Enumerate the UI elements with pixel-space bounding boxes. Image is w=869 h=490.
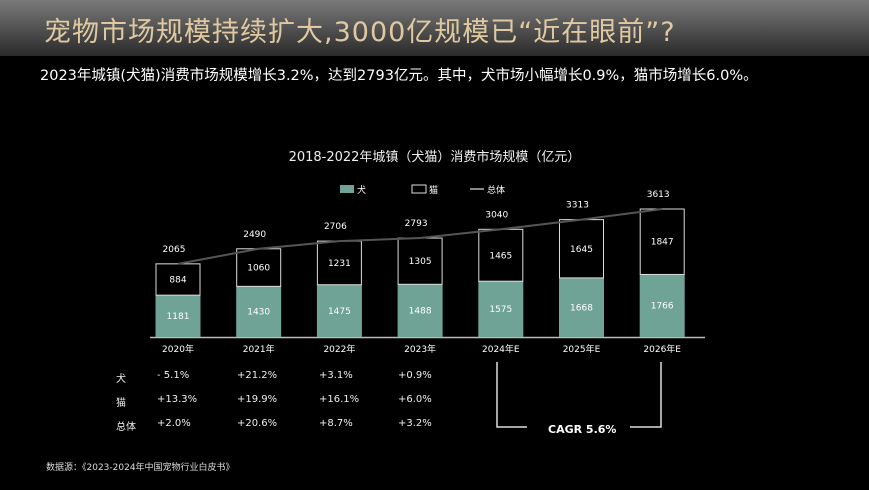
- data-label-total: 3313: [566, 201, 589, 211]
- x-tick-label: 2020年: [162, 343, 194, 355]
- line-total: [177, 208, 663, 265]
- cagr-label: CAGR 5.6%: [548, 423, 617, 436]
- table-cell: +3.1%: [319, 370, 353, 381]
- bar-dog: [478, 281, 524, 337]
- bar-cat: [316, 240, 362, 286]
- data-label-dog: 1430: [247, 308, 270, 318]
- data-label-dog: 1181: [167, 312, 190, 322]
- table-cell: +13.3%: [157, 394, 198, 405]
- x-tick-label: 2022年: [323, 343, 355, 355]
- data-source: 数据源：《2023-2024年中国宠物行业白皮书》: [46, 463, 235, 473]
- data-label-total: 2490: [243, 230, 266, 240]
- title-bar: 宠物市场规模持续扩大,3000亿规模已“近在眼前”?: [0, 0, 869, 56]
- legend-swatch-cat: [411, 184, 427, 194]
- data-label-dog: 1488: [409, 307, 432, 317]
- bar-dog: [236, 286, 282, 337]
- bar-cat: [155, 263, 201, 296]
- table-row-label: 总体: [116, 422, 136, 433]
- data-label-cat: 1305: [409, 257, 432, 267]
- data-label-cat: 1847: [651, 238, 674, 248]
- data-label-cat: 1060: [247, 264, 270, 274]
- x-tick-label: 2024年E: [482, 343, 520, 355]
- bar-cat: [478, 228, 524, 282]
- legend-label-total: 总体: [487, 184, 505, 196]
- table-cell: +3.2%: [398, 418, 432, 429]
- data-label-dog: 1766: [651, 302, 674, 312]
- table-cell: +16.1%: [319, 394, 360, 405]
- summary-text: 2023年城镇(犬猫)消费市场规模增长3.2%，达到2793亿元。其中，犬市场小…: [40, 68, 758, 84]
- table-row-label: 犬: [116, 374, 126, 385]
- data-label-dog: 1575: [489, 305, 512, 315]
- x-tick-label: 2021年: [243, 343, 275, 355]
- table-cell: +19.9%: [237, 394, 278, 405]
- data-label-total: 2793: [405, 219, 428, 229]
- x-tick-label: 2025年E: [563, 343, 601, 355]
- table-row-label: 猫: [116, 398, 126, 409]
- data-label-dog: 1475: [328, 307, 351, 317]
- bar-dog: [559, 277, 604, 337]
- bar-cat: [559, 219, 604, 279]
- data-label-total: 3040: [485, 210, 508, 220]
- chart-title: 2018-2022年城镇（犬猫）消费市场规模（亿元）: [288, 150, 581, 165]
- table-cell: +20.6%: [237, 418, 278, 429]
- legend-label-cat: 猫: [429, 184, 438, 196]
- data-label-cat: 884: [169, 276, 186, 286]
- data-label-total: 2065: [163, 245, 186, 255]
- bar-cat: [639, 208, 685, 275]
- data-label-total: 3613: [647, 190, 670, 200]
- cagr-bracket: [496, 362, 662, 428]
- data-label-cat: 1645: [570, 245, 593, 255]
- data-label-dog: 1668: [570, 303, 593, 313]
- x-tick-label: 2023年: [404, 343, 436, 355]
- x-tick-label: 2026年E: [643, 343, 681, 355]
- data-label-cat: 1231: [328, 259, 351, 269]
- table-cell: +0.9%: [398, 370, 432, 381]
- bar-dog: [397, 284, 443, 337]
- table-cell: +21.2%: [237, 370, 278, 381]
- table-cell: - 5.1%: [157, 370, 190, 381]
- table-cell: +8.7%: [319, 418, 353, 429]
- table-cell: +6.0%: [398, 394, 432, 405]
- data-label-total: 2706: [324, 222, 347, 232]
- data-label-cat: 1465: [489, 251, 512, 261]
- legend-swatch-dog: [340, 185, 354, 193]
- bar-dog: [639, 274, 685, 337]
- bar-dog: [155, 295, 201, 337]
- bar-dog: [316, 284, 362, 337]
- page-title: 宠物市场规模持续扩大,3000亿规模已“近在眼前”?: [44, 17, 676, 48]
- legend-label-dog: 犬: [357, 184, 366, 196]
- table-cell: +2.0%: [157, 418, 191, 429]
- bar-cat: [397, 237, 443, 285]
